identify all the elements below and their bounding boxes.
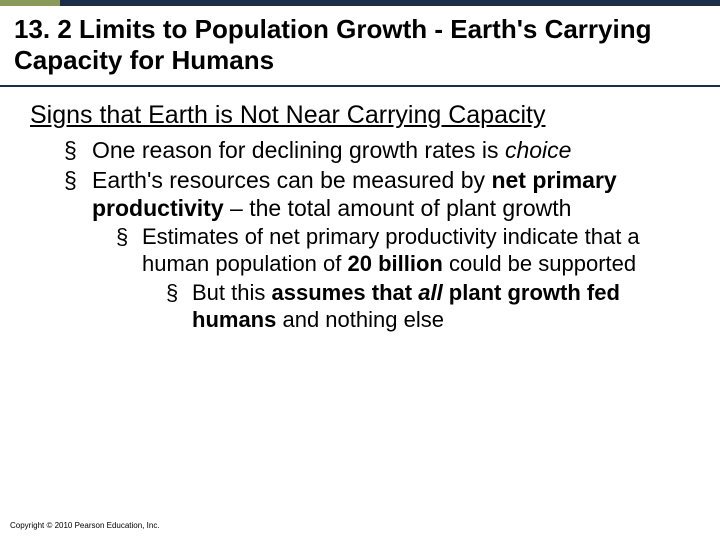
bullet-text-bold: assumes that — [271, 280, 418, 305]
bullet-item: Earth's resources can be measured by net… — [64, 166, 690, 333]
bullet-list-level3: But this assumes that all plant growth f… — [142, 280, 690, 334]
bullet-text-emph: choice — [505, 137, 571, 163]
header-accent-olive — [0, 0, 60, 6]
header-bar — [0, 0, 720, 6]
bullet-text: One reason for declining growth rates is — [92, 137, 505, 163]
bullet-text: Earth's resources can be measured by — [92, 167, 491, 193]
bullet-text-bold: 20 billion — [348, 251, 443, 276]
header-accent-navy — [60, 0, 720, 6]
bullet-list-level1: One reason for declining growth rates is… — [30, 136, 690, 333]
bullet-text: But this — [192, 280, 271, 305]
bullet-item: Estimates of net primary productivity in… — [116, 224, 690, 333]
copyright-notice: Copyright © 2010 Pearson Education, Inc. — [10, 521, 160, 530]
bullet-text-bold-emph: all — [418, 280, 442, 305]
bullet-item: But this assumes that all plant growth f… — [166, 280, 690, 334]
bullet-item: One reason for declining growth rates is… — [64, 136, 690, 164]
bullet-list-level2: Estimates of net primary productivity in… — [92, 224, 690, 333]
bullet-text: could be supported — [443, 251, 636, 276]
bullet-text: – the total amount of plant growth — [224, 195, 572, 221]
content-subtitle: Signs that Earth is Not Near Carrying Ca… — [30, 101, 690, 130]
slide-content: Signs that Earth is Not Near Carrying Ca… — [0, 87, 720, 333]
slide-title: 13. 2 Limits to Population Growth - Eart… — [0, 6, 720, 85]
bullet-text: and nothing else — [276, 307, 444, 332]
